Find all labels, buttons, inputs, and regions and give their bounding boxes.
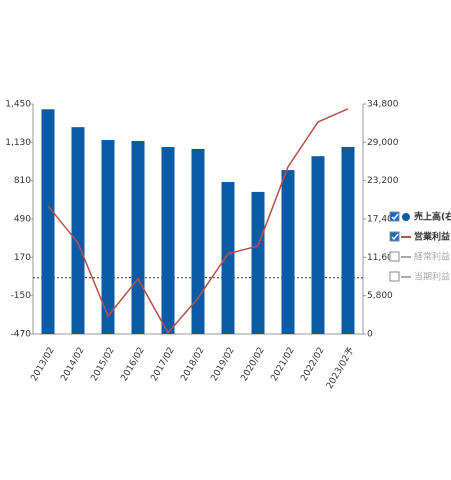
bar (221, 181, 235, 334)
bar (251, 191, 265, 334)
y2-tick-label: 11,600 (367, 253, 399, 263)
bar (161, 146, 175, 334)
x-tick-label: 2015/02 (89, 346, 116, 383)
legend-label: 当期利益 (414, 271, 450, 283)
legend-checkbox[interactable] (389, 231, 400, 242)
y-tick-label: -470 (11, 330, 32, 340)
y2-tick-label: 29,000 (367, 138, 399, 148)
bar (71, 127, 85, 334)
y-tick-label: 170 (14, 253, 31, 263)
bar (341, 146, 355, 334)
bar (41, 109, 55, 334)
y-tick-label: 1,450 (5, 100, 31, 110)
legend-swatch (402, 213, 410, 221)
y2-tick-label: 23,200 (367, 176, 399, 186)
legend-checkbox[interactable] (389, 271, 400, 282)
x-tick-label: 2023/02予 (324, 345, 357, 391)
y2-tick-label: 17,400 (367, 215, 399, 225)
y2-tick-label: 5,800 (367, 291, 393, 301)
y2-tick-label: 34,800 (367, 100, 399, 110)
y-tick-label: 490 (14, 215, 31, 225)
legend-label: 営業利益 (414, 231, 450, 243)
legend-label: 売上高(右軸) (414, 211, 451, 223)
bar (191, 148, 205, 334)
y-tick-label: -150 (11, 291, 32, 301)
y2-tick-label: 0 (367, 330, 373, 340)
x-tick-label: 2021/02 (269, 346, 296, 383)
legend-checkbox[interactable] (389, 211, 400, 222)
x-tick-label: 2017/02 (149, 346, 176, 383)
bar (281, 170, 295, 334)
check-mark (391, 233, 399, 241)
y-tick-label: 1,130 (5, 138, 31, 148)
x-tick-label: 2018/02 (179, 346, 206, 383)
bar (131, 141, 145, 334)
x-tick-label: 2013/02 (29, 346, 56, 383)
bar (101, 140, 115, 334)
x-tick-label: 2020/02 (239, 346, 266, 383)
x-tick-label: 2016/02 (119, 346, 146, 383)
legend-checkbox[interactable] (389, 251, 400, 262)
line (47, 108, 349, 335)
legend-label: 経常利益 (414, 251, 450, 263)
x-tick-label: 2019/02 (209, 346, 236, 383)
bar (311, 156, 325, 334)
x-tick-label: 2022/02 (299, 346, 326, 383)
y-tick-label: 810 (14, 176, 31, 186)
x-tick-label: 2014/02 (59, 346, 86, 383)
check-mark (391, 213, 399, 221)
